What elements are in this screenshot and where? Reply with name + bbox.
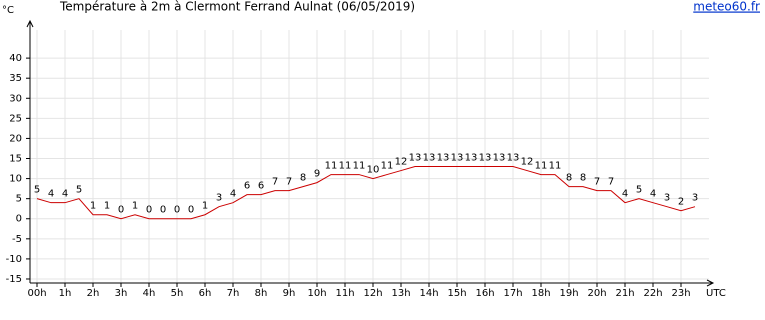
data-label: 0 bbox=[146, 205, 152, 216]
data-label: 4 bbox=[62, 189, 68, 200]
data-label: 4 bbox=[230, 189, 236, 200]
data-label: 11 bbox=[381, 161, 394, 172]
data-label: 13 bbox=[423, 153, 436, 164]
x-tick-label: 23h bbox=[671, 288, 690, 299]
x-tick-label: 7h bbox=[227, 288, 240, 299]
x-tick-label: 4h bbox=[143, 288, 156, 299]
data-label: 0 bbox=[118, 205, 124, 216]
temperature-line bbox=[36, 166, 696, 220]
data-label: 1 bbox=[104, 201, 110, 212]
data-label: 5 bbox=[34, 185, 40, 196]
data-label: 13 bbox=[493, 153, 506, 164]
data-label: 1 bbox=[132, 201, 138, 212]
data-label: 4 bbox=[650, 189, 656, 200]
x-tick-label: 9h bbox=[283, 288, 296, 299]
y-tick-label: -15 bbox=[6, 274, 22, 285]
data-label: 7 bbox=[608, 177, 614, 188]
y-axis-label: °C bbox=[2, 5, 14, 16]
data-label: 9 bbox=[314, 169, 320, 180]
data-label: 7 bbox=[594, 177, 600, 188]
x-tick-label: 22h bbox=[643, 288, 662, 299]
data-label: 6 bbox=[258, 181, 264, 192]
x-tick-label: 10h bbox=[307, 288, 326, 299]
x-tick-label: 17h bbox=[503, 288, 522, 299]
x-tick-label: 3h bbox=[115, 288, 128, 299]
data-label: 5 bbox=[76, 185, 82, 196]
data-label: 7 bbox=[272, 177, 278, 188]
x-axis-arrow bbox=[706, 279, 715, 287]
x-tick-label: 21h bbox=[615, 288, 634, 299]
y-tick-label: 25 bbox=[9, 113, 22, 124]
data-label: 13 bbox=[437, 153, 450, 164]
data-label: 3 bbox=[216, 193, 222, 204]
data-label: 11 bbox=[339, 161, 352, 172]
data-label: 11 bbox=[353, 161, 366, 172]
chart-title: Température à 2m à Clermont Ferrand Auln… bbox=[59, 0, 415, 14]
x-tick-label: 5h bbox=[171, 288, 184, 299]
data-label: 8 bbox=[580, 173, 586, 184]
x-tick-label: 12h bbox=[363, 288, 382, 299]
data-label: 3 bbox=[692, 193, 698, 204]
data-label: 13 bbox=[507, 153, 520, 164]
data-label: 4 bbox=[48, 189, 54, 200]
x-tick-label: 8h bbox=[255, 288, 268, 299]
data-label: 13 bbox=[479, 153, 492, 164]
x-tick-label: 20h bbox=[587, 288, 606, 299]
data-label: 13 bbox=[465, 153, 478, 164]
data-label: 5 bbox=[636, 185, 642, 196]
x-tick-label: 19h bbox=[559, 288, 578, 299]
data-label: 0 bbox=[160, 205, 166, 216]
y-tick-label: 30 bbox=[9, 93, 22, 104]
y-tick-label: 5 bbox=[16, 194, 22, 205]
data-label: 11 bbox=[549, 161, 562, 172]
x-tick-label: 2h bbox=[87, 288, 100, 299]
x-tick-label: 6h bbox=[199, 288, 212, 299]
data-label: 4 bbox=[622, 189, 628, 200]
data-label: 8 bbox=[566, 173, 572, 184]
y-tick-label: 40 bbox=[9, 53, 22, 64]
data-label: 3 bbox=[664, 193, 670, 204]
data-label: 2 bbox=[678, 197, 684, 208]
data-label: 11 bbox=[535, 161, 548, 172]
x-tick-label: 15h bbox=[447, 288, 466, 299]
y-tick-label: -10 bbox=[6, 254, 22, 265]
x-tick-label: 18h bbox=[531, 288, 550, 299]
x-tick-label: 00h bbox=[27, 288, 46, 299]
data-label: 13 bbox=[451, 153, 464, 164]
x-tick-label: 1h bbox=[59, 288, 72, 299]
data-label: 7 bbox=[286, 177, 292, 188]
data-label: 0 bbox=[174, 205, 180, 216]
y-tick-label: 15 bbox=[9, 154, 22, 165]
data-label: 6 bbox=[244, 181, 250, 192]
y-tick-label: 20 bbox=[9, 133, 22, 144]
data-label: 12 bbox=[521, 157, 534, 168]
data-label: 11 bbox=[325, 161, 338, 172]
x-axis-label: UTC bbox=[706, 288, 726, 299]
source-link[interactable]: meteo60.fr bbox=[693, 0, 760, 14]
x-tick-label: 11h bbox=[335, 288, 354, 299]
data-label: 0 bbox=[188, 205, 194, 216]
y-tick-label: 35 bbox=[9, 73, 22, 84]
data-label: 12 bbox=[395, 157, 408, 168]
y-tick-label: 10 bbox=[9, 174, 22, 185]
data-label: 8 bbox=[300, 173, 306, 184]
data-label: 1 bbox=[90, 201, 96, 212]
data-label: 10 bbox=[367, 165, 380, 176]
y-tick-label: -5 bbox=[12, 234, 22, 245]
y-tick-label: 0 bbox=[16, 214, 22, 225]
data-label: 1 bbox=[202, 201, 208, 212]
y-axis-arrow bbox=[26, 19, 34, 28]
data-label: 13 bbox=[409, 153, 422, 164]
x-tick-label: 13h bbox=[391, 288, 410, 299]
x-tick-label: 16h bbox=[475, 288, 494, 299]
x-tick-label: 14h bbox=[419, 288, 438, 299]
